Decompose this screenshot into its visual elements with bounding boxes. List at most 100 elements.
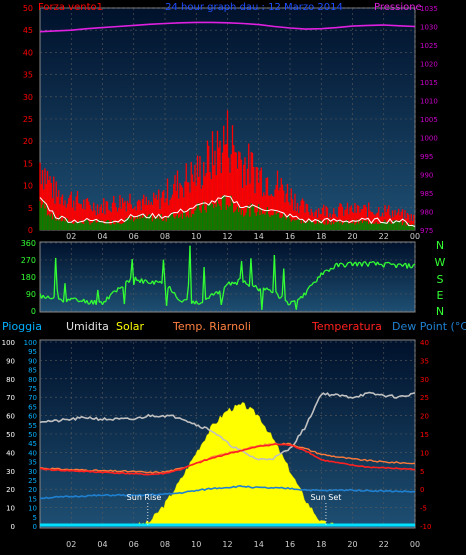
y-tick-label-left: 30 <box>23 93 33 102</box>
x-tick-label: 18 <box>316 232 326 241</box>
y-tick-label-humidity: 10 <box>28 505 37 513</box>
x-tick-label: 10 <box>191 232 201 241</box>
y-tick-label-humidity: 85 <box>28 367 37 375</box>
direction-segment <box>246 283 249 286</box>
direction-label-s: S <box>437 273 444 286</box>
direction-segment <box>356 262 360 267</box>
direction-segment <box>155 279 158 283</box>
direction-segment <box>70 297 74 300</box>
direction-segment <box>225 283 228 287</box>
x-tick-label: 14 <box>254 540 264 549</box>
y-tick-label-temperature: 10 <box>420 449 429 457</box>
y-tick-label-left: 20 <box>23 137 33 146</box>
x-tick-label: 00 <box>410 232 420 241</box>
direction-segment <box>178 299 181 302</box>
pressure-title: Pressione <box>374 2 422 13</box>
y-tick-label-direction: 90 <box>26 290 36 299</box>
y-tick-label-rain: 20 <box>6 486 15 494</box>
direction-segment <box>333 264 336 270</box>
direction-segment <box>386 261 389 264</box>
direction-segment <box>42 294 46 299</box>
direction-segment <box>372 260 375 263</box>
y-tick-label-humidity: 20 <box>28 486 37 494</box>
x-tick-label: 12 <box>222 540 232 549</box>
direction-segment <box>80 300 83 303</box>
date-title: 24 hour graph dau : 12 Marzo 2014 <box>165 2 343 13</box>
direction-segment <box>54 257 58 290</box>
direction-label-w: W <box>435 256 446 269</box>
wind-average-line <box>39 195 416 227</box>
y-tick-label-right: 980 <box>420 209 433 217</box>
y-tick-label-rain: 100 <box>2 339 15 347</box>
direction-segment <box>189 245 193 304</box>
direction-segment <box>240 261 244 283</box>
direction-segment <box>280 295 283 299</box>
x-tick-label: 18 <box>316 540 326 549</box>
direction-segment <box>59 298 63 301</box>
y-tick-label-temperature: 5 <box>420 468 424 476</box>
direction-segment <box>376 261 380 265</box>
y-tick-label-humidity: 25 <box>28 477 37 485</box>
direction-segment <box>145 279 149 284</box>
direction-segment <box>413 263 416 266</box>
direction-segment <box>134 276 138 281</box>
y-tick-label-left: 50 <box>23 4 33 13</box>
direction-segment <box>383 262 386 268</box>
direction-segment <box>255 284 258 289</box>
direction-segment <box>367 261 371 267</box>
sunset-label: Sun Set <box>311 493 342 502</box>
direction-segment <box>288 303 291 306</box>
direction-segment <box>283 268 286 301</box>
y-tick-label-humidity: 75 <box>28 385 37 393</box>
direction-segment <box>203 267 207 300</box>
direction-segment <box>56 289 60 300</box>
direction-segment <box>351 263 355 267</box>
mid-grid <box>40 242 416 312</box>
direction-segment <box>305 289 308 296</box>
y-tick-label-rain: 50 <box>6 431 15 439</box>
direction-segment <box>236 278 240 286</box>
dewpoint-line <box>39 484 416 500</box>
direction-segment <box>101 301 105 306</box>
direction-segment <box>301 292 305 299</box>
humidity-line <box>39 391 416 461</box>
direction-segment <box>117 286 121 290</box>
direction-segment <box>250 258 254 286</box>
x-tick-label: 08 <box>160 540 170 549</box>
y-tick-label-rain: 80 <box>6 376 15 384</box>
y-tick-label-rain: 70 <box>6 394 15 402</box>
x-tick-label: 06 <box>129 232 139 241</box>
direction-segment <box>363 260 366 263</box>
direction-segment <box>345 262 349 267</box>
direction-segment <box>162 259 166 285</box>
y-tick-label-rain: 40 <box>6 449 15 457</box>
direction-segment <box>72 297 75 300</box>
direction-segment <box>361 262 365 267</box>
temperature-line <box>40 443 416 476</box>
direction-segment <box>69 297 72 301</box>
y-tick-label-temperature: -5 <box>420 505 427 513</box>
direction-segment <box>198 302 202 305</box>
direction-segment <box>128 277 132 283</box>
y-tick-label-left: 45 <box>23 26 33 35</box>
direction-segment <box>395 263 399 269</box>
y-tick-label-right: 975 <box>420 227 433 235</box>
x-tick-label: 04 <box>97 232 107 241</box>
direction-label-e: E <box>437 289 444 302</box>
direction-segment <box>64 283 68 303</box>
direction-segment <box>330 267 333 270</box>
direction-segment <box>276 293 280 299</box>
y-tick-label-humidity: 40 <box>28 449 37 457</box>
legend-solar: Solar <box>116 320 145 333</box>
direction-segment <box>75 298 79 301</box>
direction-segment <box>222 287 226 297</box>
y-tick-label-humidity: 0 <box>33 523 37 531</box>
y-tick-label-temperature: 30 <box>420 376 429 384</box>
sunrise-label: Sun Rise <box>127 493 162 502</box>
direction-segment <box>244 280 247 285</box>
direction-segment <box>49 297 52 300</box>
y-tick-label-right: 1005 <box>420 116 438 124</box>
direction-segment <box>291 300 294 303</box>
y-tick-label-temperature: 25 <box>420 394 429 402</box>
direction-segment <box>186 285 190 300</box>
